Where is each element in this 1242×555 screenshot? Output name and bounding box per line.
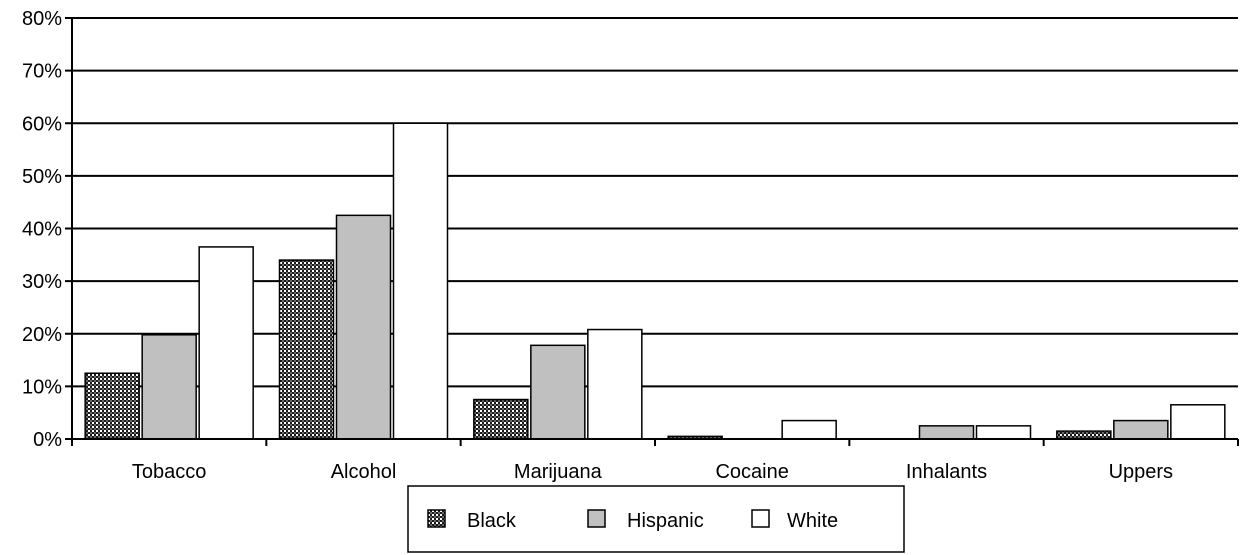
bar-black-alcohol bbox=[278, 259, 335, 440]
legend-swatch-white bbox=[751, 509, 770, 528]
bar-white-marijuana bbox=[587, 328, 643, 440]
legend-swatch-black bbox=[427, 509, 446, 528]
legend-label-black: Black bbox=[467, 510, 517, 532]
y-tick-label: 20% bbox=[22, 324, 62, 346]
legend-label-hispanic: Hispanic bbox=[627, 510, 704, 532]
bar-hispanic-tobacco bbox=[141, 334, 197, 440]
x-tick-label: Cocaine bbox=[715, 461, 788, 483]
x-tick-label: Marijuana bbox=[514, 461, 603, 483]
y-tick-label: 50% bbox=[22, 166, 62, 188]
bar-white-alcohol bbox=[392, 122, 449, 440]
y-tick-label: 30% bbox=[22, 271, 62, 293]
bar-white-cocaine bbox=[781, 419, 837, 440]
bar-hispanic-alcohol bbox=[335, 214, 392, 440]
bar-hispanic-marijuana bbox=[530, 344, 586, 440]
bar-white-tobacco bbox=[198, 246, 254, 440]
bar-white-uppers bbox=[1170, 404, 1226, 440]
legend-swatch-hispanic bbox=[587, 509, 606, 528]
x-tick-label: Inhalants bbox=[906, 461, 987, 483]
x-tick-label: Alcohol bbox=[331, 461, 397, 483]
bar-white-inhalants bbox=[975, 425, 1032, 440]
gridlines bbox=[72, 17, 1238, 388]
bars bbox=[84, 122, 1226, 440]
legend-label-white: White bbox=[787, 510, 838, 532]
y-tick-label: 10% bbox=[22, 376, 62, 398]
x-tick-label: Tobacco bbox=[132, 461, 207, 483]
y-tick-label: 70% bbox=[22, 61, 62, 83]
bar-black-marijuana bbox=[473, 398, 529, 440]
y-tick-label: 0% bbox=[33, 429, 62, 451]
bar-black-uppers bbox=[1056, 430, 1112, 440]
x-axis-labels: Tobacco Alcohol Marijuana Cocaine Inhalants U… bbox=[132, 461, 1173, 483]
bar-hispanic-inhalants bbox=[918, 425, 975, 440]
y-tick-label: 80% bbox=[22, 8, 62, 30]
legend: Black Hispanic White bbox=[407, 485, 905, 553]
y-tick-label: 60% bbox=[22, 113, 62, 135]
y-tick-label: 40% bbox=[22, 219, 62, 241]
legend-box bbox=[407, 485, 905, 553]
bar-hispanic-uppers bbox=[1113, 419, 1169, 440]
x-tick-label: Uppers bbox=[1109, 461, 1173, 483]
y-axis-labels: 0% 10% 20% 30% 40% 50% 60% 70% 80% bbox=[22, 8, 62, 451]
axes bbox=[65, 17, 1239, 446]
bar-black-tobacco bbox=[84, 372, 140, 440]
